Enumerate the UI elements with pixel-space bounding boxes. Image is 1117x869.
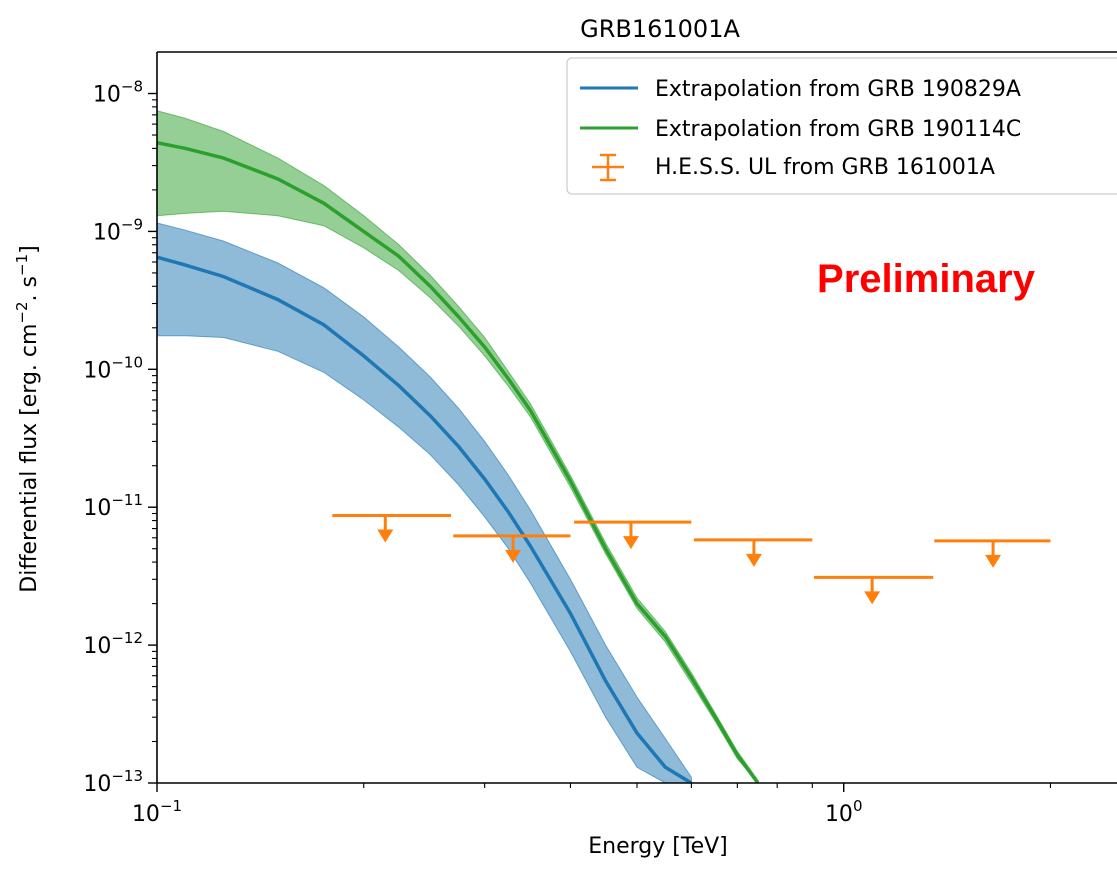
axes: 10−1 100 10−13 10−12 10−11 10−10 10−9 10−8	[83, 51, 1117, 827]
upper-limit-2	[574, 520, 692, 550]
upper-limit-4	[813, 575, 934, 605]
y-label-exp2: −1	[13, 254, 31, 276]
y-label-pre: Differential flux [erg. cm	[17, 324, 42, 593]
y-tick-label-1: 10−12	[83, 629, 143, 659]
confidence-band-1	[157, 110, 759, 783]
y-tick-label-2: 10−11	[83, 491, 143, 521]
y-tick-label-5: 10−8	[93, 78, 143, 108]
legend-label-190829A: Extrapolation from GRB 190829A	[655, 77, 1021, 102]
upper-limit-5	[934, 539, 1051, 568]
legend-marker-hess-ul	[592, 153, 624, 182]
preliminary-annotation: Preliminary	[817, 257, 1036, 301]
legend-frame	[566, 57, 1117, 195]
series-line-1	[157, 140, 760, 783]
x-tick-label-0: 10−1	[132, 797, 182, 827]
legend: Extrapolation from GRB 190829A Extrapola…	[566, 57, 1117, 195]
y-label-post: ]	[17, 245, 42, 254]
upper-limit-0	[332, 514, 452, 543]
y-axis-label: Differential flux [erg. cm−2. s−1]	[13, 245, 42, 592]
plot-area	[157, 110, 1051, 783]
confidence-band-0	[157, 222, 692, 783]
legend-label-190114C: Extrapolation from GRB 190114C	[655, 117, 1021, 142]
chart-title: GRB161001A	[580, 15, 740, 43]
upper-limit-3	[693, 538, 813, 567]
y-label-mid: . s	[17, 276, 42, 301]
y-tick-label-0: 10−13	[83, 767, 143, 797]
y-label-exp1: −2	[13, 301, 31, 323]
legend-label-hess-ul: H.E.S.S. UL from GRB 161001A	[655, 155, 995, 180]
x-axis-label: Energy [TeV]	[588, 834, 727, 859]
y-tick-label-3: 10−10	[83, 353, 143, 383]
y-tick-label-4: 10−9	[93, 215, 143, 245]
x-tick-label-1: 100	[825, 797, 863, 827]
series-line-0	[157, 255, 693, 783]
upper-limit-1	[453, 534, 571, 563]
